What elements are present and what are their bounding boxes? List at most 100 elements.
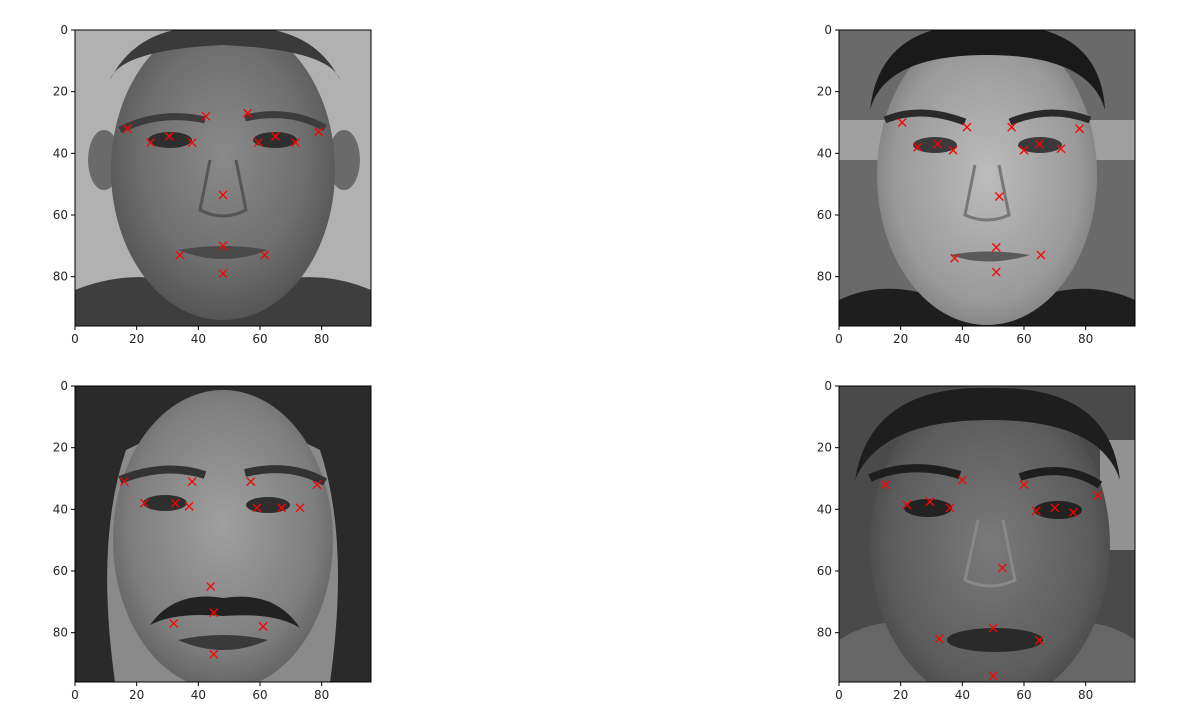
x-tick-label: 20: [129, 688, 144, 702]
keypoint-marker: [1068, 507, 1078, 517]
keypoint-marker: [913, 142, 923, 152]
x-tick-label: 60: [252, 332, 267, 346]
keypoint-marker: [1036, 250, 1046, 260]
x-tick-label: 60: [252, 688, 267, 702]
face-image-4: [839, 386, 1135, 682]
keypoint-marker: [201, 111, 211, 121]
keypoint-marker: [253, 138, 263, 148]
face-panel-1: 0 20 40 60 80 0 20 40 60 80: [53, 23, 372, 346]
keypoint-marker: [218, 241, 228, 251]
keypoint-marker: [1050, 503, 1060, 513]
face-panel-2: 0 20 40 60 80 0 20 40 60 80: [817, 23, 1136, 346]
keypoint-marker: [1007, 122, 1017, 132]
keypoint-marker: [295, 503, 305, 513]
keypoint-marker: [146, 138, 156, 148]
keypoint-marker: [902, 500, 912, 510]
keypoint-marker: [1019, 145, 1029, 155]
x-tick-label: 20: [893, 332, 908, 346]
keypoint-marker: [988, 623, 998, 633]
keypoint-marker: [1019, 480, 1029, 490]
axes-frame-4: [838, 385, 1136, 683]
axes-frame-3: [74, 385, 372, 683]
y-tick-label: 20: [817, 85, 832, 99]
keypoint-marker: [175, 250, 185, 260]
keypoint-marker: [164, 131, 174, 141]
keypoint-marker: [1056, 144, 1066, 154]
y-tick-label: 40: [53, 146, 68, 160]
axes-frame-1: [74, 29, 372, 327]
keypoint-marker: [277, 503, 287, 513]
keypoint-marker: [994, 192, 1004, 201]
keypoint-marker: [290, 138, 300, 148]
y-tick-label: 0: [60, 379, 68, 393]
y-tick-label: 20: [817, 441, 832, 455]
keypoint-marker: [252, 503, 262, 513]
keypoint-marker: [187, 138, 197, 148]
keypoint-marker: [218, 190, 228, 200]
keypoint-marker: [169, 618, 179, 628]
keypoint-marker: [209, 608, 219, 618]
y-tick-label: 0: [60, 23, 68, 37]
keypoint-marker: [933, 139, 943, 149]
y-tick-label: 80: [53, 626, 68, 640]
keypoint-marker: [945, 503, 955, 513]
face-image-3: [75, 386, 371, 682]
axes-frame-2: [838, 29, 1136, 327]
x-tick-label: 80: [1078, 688, 1093, 702]
x-tick-label: 80: [314, 332, 329, 346]
x-tick-label: 40: [191, 332, 206, 346]
keypoint-marker: [991, 242, 1001, 252]
keypoint-marker: [187, 477, 197, 487]
face-panel-3: 0 20 40 60 80 0 20 40 60 80: [53, 379, 372, 702]
keypoint-marker: [258, 622, 268, 631]
keypoint-marker: [1093, 490, 1103, 500]
y-tick-label: 60: [53, 208, 68, 222]
x-tick-label: 20: [893, 688, 908, 702]
y-tick-label: 20: [53, 441, 68, 455]
keypoint-marker: [991, 267, 1001, 277]
markers-2: [897, 118, 1084, 277]
keypoint-marker: [950, 253, 960, 263]
ticks-2: 0 20 40 60 80 0 20 40 60 80: [817, 23, 1094, 346]
markers-4: [880, 475, 1103, 681]
x-tick-label: 0: [835, 332, 843, 346]
y-tick-label: 60: [817, 564, 832, 578]
y-tick-label: 20: [53, 85, 68, 99]
x-tick-label: 0: [71, 688, 79, 702]
keypoint-marker: [184, 501, 194, 511]
y-tick-label: 60: [53, 564, 68, 578]
ticks-1: 0 20 40 60 80 0 20 40 60 80: [53, 23, 330, 346]
x-tick-label: 40: [955, 688, 970, 702]
keypoint-marker: [1075, 124, 1084, 134]
x-tick-label: 80: [314, 688, 329, 702]
keypoint-marker: [988, 671, 998, 681]
keypoint-marker: [246, 477, 256, 487]
keypoint-marker: [122, 124, 132, 134]
keypoint-marker: [897, 118, 907, 127]
y-tick-label: 80: [53, 270, 68, 284]
keypoint-marker: [1034, 139, 1044, 149]
face-image-1: [75, 30, 371, 326]
markers-1: [122, 108, 324, 279]
y-tick-label: 40: [53, 502, 68, 516]
x-tick-label: 60: [1016, 688, 1031, 702]
keypoint-marker: [962, 122, 972, 132]
keypoint-marker: [997, 563, 1007, 573]
keypoint-marker: [206, 581, 216, 591]
x-tick-label: 0: [71, 332, 79, 346]
keypoint-marker: [880, 480, 890, 490]
keypoint-marker: [925, 497, 935, 507]
keypoint-marker: [170, 498, 180, 508]
ticks-4: 0 20 40 60 80 0 20 40 60 80: [817, 379, 1094, 702]
y-tick-label: 60: [817, 208, 832, 222]
x-tick-label: 40: [191, 688, 206, 702]
keypoint-marker: [934, 634, 944, 644]
keypoint-marker: [314, 127, 324, 137]
x-tick-label: 0: [835, 688, 843, 702]
x-tick-label: 80: [1078, 332, 1093, 346]
face-panel-4: 0 20 40 60 80 0 20 40 60 80: [817, 379, 1136, 702]
keypoint-marker: [260, 250, 270, 260]
y-tick-label: 40: [817, 146, 832, 160]
ticks-3: 0 20 40 60 80 0 20 40 60 80: [53, 379, 330, 702]
keypoint-marker: [139, 498, 149, 508]
